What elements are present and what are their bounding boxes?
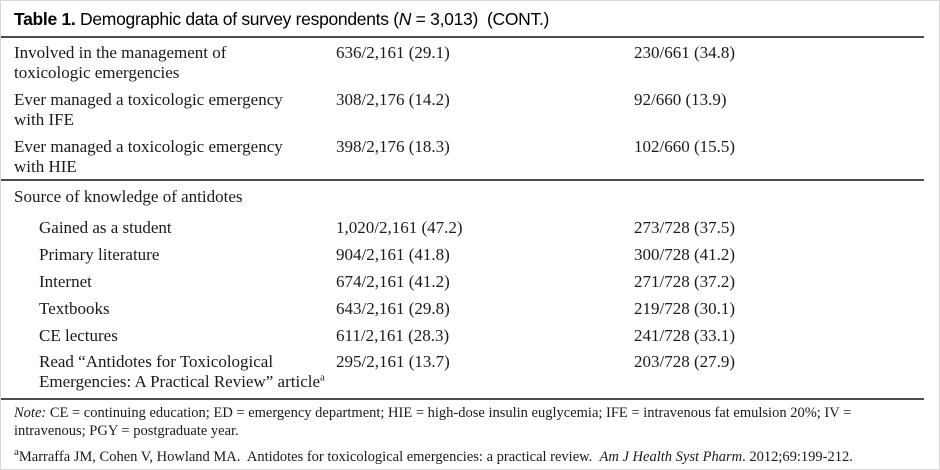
citation-text: Marraffa JM, Cohen V, Howland MA. Antido… [18,449,600,465]
row-label-line: Ever managed a toxicologic emergency [14,137,283,156]
row-label-text: Emergencies: A Practical Review” article [39,372,321,391]
table-row: Involved in the management of toxicologi… [1,38,939,85]
row-label: Involved in the management of toxicologi… [14,43,336,83]
citation-pages: . 2012;69:199-212. [742,449,853,465]
table-row: Gained as a student 1,020/2,161 (47.2) 2… [1,214,939,241]
row-value-col3: 219/728 (30.1) [634,298,736,318]
row-value-col2: 674/2,161 (41.2) [336,271,450,291]
row-label-line: toxicologic emergencies [14,63,180,82]
table-citation: aMarraffa JM, Cohen V, Howland MA. Antid… [1,440,939,466]
table-caption-post: = 3,013) [411,9,479,29]
table-row: Primary literature 904/2,161 (41.8) 300/… [1,241,939,268]
row-value-col2: 295/2,161 (13.7) [336,352,450,371]
citation-footnote-marker: a [14,446,19,459]
row-label: Read “Antidotes for Toxicological Emerge… [14,352,336,392]
row-label-line: Emergencies: A Practical Review” article… [39,372,336,392]
row-label: CE lectures [39,325,118,345]
row-label-line: Read “Antidotes for Toxicological [39,352,274,371]
rule-under-title [1,36,924,38]
continued-label: (CONT.) [486,9,550,29]
row-label-line: Ever managed a toxicologic emergency [14,90,283,109]
row-value-col3: 230/661 (34.8) [634,43,736,62]
row-value-col3: 203/728 (27.9) [634,352,736,371]
row-label: Textbooks [39,298,110,318]
row-value-col2: 643/2,161 (29.8) [336,298,450,318]
table-body: Involved in the management of toxicologi… [1,38,939,400]
row-value-col2: 308/2,176 (14.2) [336,90,450,109]
table-title: Table 1. Demographic data of survey resp… [1,1,939,30]
row-label: Gained as a student [39,217,172,237]
table-row: Textbooks 643/2,161 (29.8) 219/728 (30.1… [1,295,939,322]
table-row: Internet 674/2,161 (41.2) 271/728 (37.2) [1,268,939,295]
rule-section-divider [1,179,924,181]
row-value-col2: 636/2,161 (29.1) [336,43,450,62]
row-label: Primary literature [39,244,160,264]
row-value-col2: 1,020/2,161 (47.2) [336,217,463,237]
table-number-label: Table 1. [14,9,76,29]
row-label-line: with IFE [14,110,74,129]
table-caption-pre: Demographic data of survey respondents ( [75,9,399,29]
caption-n-symbol: N [398,9,412,29]
table-row: CE lectures 611/2,161 (28.3) 241/728 (33… [1,322,939,349]
row-value-col2: 611/2,161 (28.3) [336,325,450,345]
row-value-col3: 273/728 (37.5) [634,217,736,237]
row-value-col2: 904/2,161 (41.8) [336,244,450,264]
table-row: Ever managed a toxicologic emergency wit… [1,85,939,132]
row-label: Ever managed a toxicologic emergency wit… [14,137,336,177]
table-row: Read “Antidotes for Toxicological Emerge… [1,349,939,398]
citation-journal: Am J Health Syst Pharm [599,449,743,465]
footnote-marker: a [320,371,325,384]
note-label: Note: [14,405,47,421]
row-value-col3: 92/660 (13.9) [634,90,727,109]
table-row: Ever managed a toxicologic emergency wit… [1,132,939,179]
row-value-col3: 300/728 (41.2) [634,244,736,264]
row-value-col3: 271/728 (37.2) [634,271,736,291]
row-value-col3: 102/660 (15.5) [634,137,736,156]
row-label: Ever managed a toxicologic emergency wit… [14,90,336,130]
row-label-line: with HIE [14,157,77,176]
table-note: Note: CE = continuing education; ED = em… [1,400,939,440]
row-label-line: Involved in the management of [14,43,227,62]
row-value-col2: 398/2,176 (18.3) [336,137,450,156]
section-header: Source of knowledge of antidotes [14,187,243,206]
row-label: Internet [39,271,92,291]
row-value-col3: 241/728 (33.1) [634,325,736,345]
rule-above-footnotes [1,398,924,400]
note-text: CE = continuing education; ED = emergenc… [14,405,852,439]
